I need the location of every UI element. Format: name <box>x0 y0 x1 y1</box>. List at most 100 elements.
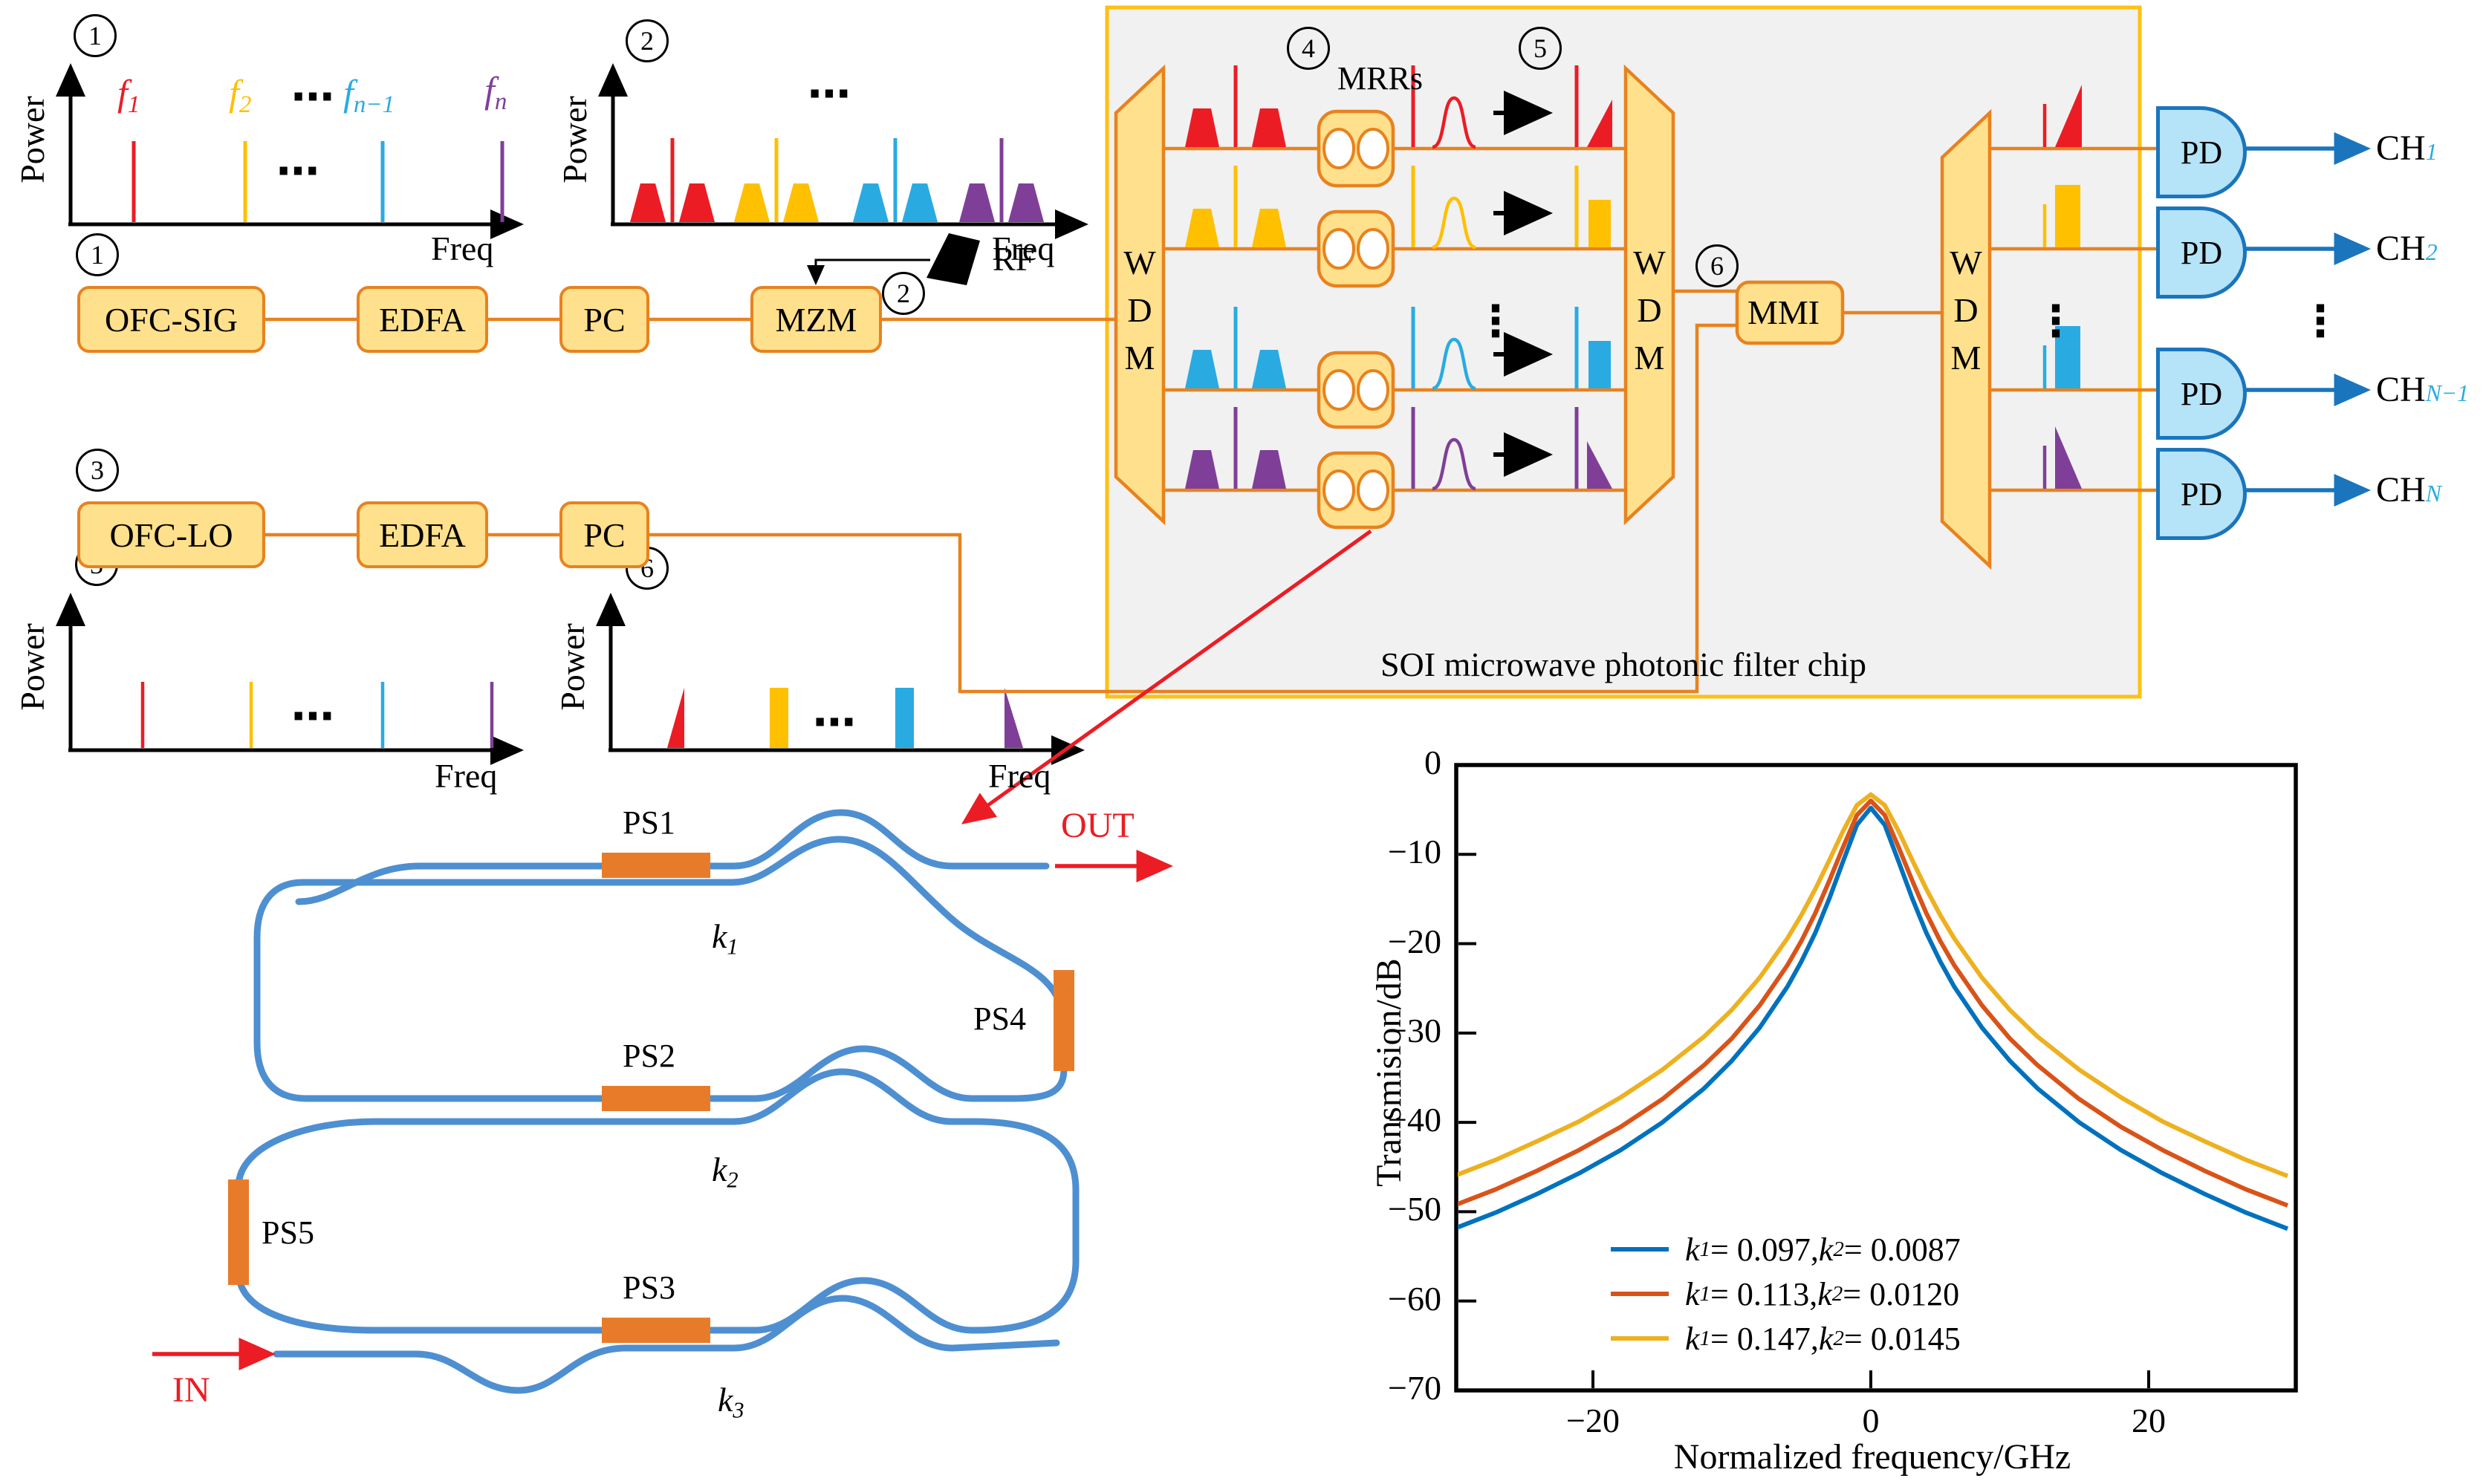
pd-4: PD <box>2156 448 2247 540</box>
edfa-box-1: EDFA <box>357 286 488 353</box>
legend-swatch-2 <box>1611 1292 1669 1296</box>
panel1-axes <box>56 63 524 239</box>
wdm-mux-2 <box>1623 64 1675 526</box>
panel6-power-label: Power <box>553 623 591 711</box>
chip-row-1-spectra <box>1185 65 1612 149</box>
y-tick-label: −60 <box>1388 1279 1441 1318</box>
mrr-ring-icon <box>1357 369 1389 411</box>
k1-label: k1 <box>712 917 739 960</box>
ellipsis-dots: ⋯ <box>813 697 856 747</box>
chn-1-label: CH N−1 <box>2376 370 2470 409</box>
panel6-axes <box>596 593 1085 765</box>
chip-row-4-spectra <box>1185 407 1612 491</box>
mrr-ring-icon <box>1322 128 1355 169</box>
ps1-heater <box>602 853 710 878</box>
chart-curve-3 <box>1458 792 2289 1179</box>
ofc-sig-box: OFC-SIG <box>77 286 265 353</box>
wdm-demux-1 <box>1114 64 1166 526</box>
y-tick-label: −50 <box>1388 1190 1441 1228</box>
mrr-zoom-arrow <box>961 529 1372 824</box>
pc-box-2: PC <box>559 501 649 568</box>
signal-path-lines <box>265 289 1942 694</box>
circled-3-icon: 3 <box>76 449 119 492</box>
ps2-label: PS2 <box>623 1038 675 1074</box>
k3-label: k3 <box>718 1381 744 1423</box>
fn-label: fn <box>484 69 507 116</box>
rf-label: RF <box>993 240 1035 278</box>
y-tick-label: 0 <box>1424 743 1441 781</box>
mmi-label: MMI <box>1747 293 1820 331</box>
ellipsis-dots: ⋯ <box>291 691 334 741</box>
rf-feed-arrow <box>807 258 930 285</box>
panel6-spectrum <box>667 688 1023 748</box>
panel2-axes <box>598 63 1088 239</box>
pd-input-spectra <box>2042 85 2082 489</box>
chart-curve-2 <box>1458 798 2289 1208</box>
f2-label: f2 <box>229 72 252 119</box>
pd-3: PD <box>2156 348 2247 440</box>
rf-antenna-icon <box>926 233 980 285</box>
y-tick-label: −20 <box>1388 922 1441 960</box>
circled-5-icon: 5 <box>1519 27 1562 70</box>
circled-1-icon: 1 <box>74 14 117 57</box>
mrr-ring-icon <box>1357 228 1389 270</box>
panel2-freq-label: Freq <box>992 230 1055 267</box>
circled-1-icon: 1 <box>76 233 119 276</box>
circled-2-icon: 2 <box>882 272 925 315</box>
ps5-label: PS5 <box>262 1214 314 1251</box>
f1-label: f1 <box>117 72 140 119</box>
chip-row-3-spectra <box>1185 307 1611 391</box>
y-tick-label: −10 <box>1388 833 1441 871</box>
mrr-ring-icon <box>1322 469 1355 511</box>
panel3-axes <box>56 593 524 765</box>
mrr-ring-icon <box>1357 469 1389 511</box>
ellipsis-dots: ⋯ <box>291 71 334 122</box>
mrrs-label: MRRs <box>1337 60 1423 97</box>
chart-plot-box <box>1454 763 2298 1393</box>
x-tick-label: 0 <box>1862 1402 1880 1439</box>
pd-1: PD <box>2156 106 2247 198</box>
ofc-lo-box: OFC-LO <box>77 501 265 568</box>
fn-1-label: fn−1 <box>343 72 395 119</box>
x-tick-label: −20 <box>1566 1402 1620 1439</box>
in-label: IN <box>172 1370 210 1410</box>
mrr-ring-icon <box>1322 228 1355 270</box>
panel3-comb-lines <box>140 682 494 748</box>
ps4-heater <box>1054 970 1074 1071</box>
vertical-ellipsis: ⋮ <box>2034 296 2077 346</box>
ps3-label: PS3 <box>623 1269 675 1306</box>
circled-4-icon: 4 <box>1287 27 1330 70</box>
legend-swatch-1 <box>1611 1247 1669 1252</box>
panel3-power-label: Power <box>13 623 51 711</box>
phase-shifters <box>228 853 1074 1343</box>
circled-2-icon: 2 <box>626 19 669 62</box>
panel1-power-label: Power <box>13 96 51 183</box>
mrr-schematic-waveguides <box>235 809 1080 1394</box>
channel-output-arrows <box>2241 132 2371 507</box>
ps1-label: PS1 <box>623 804 675 841</box>
ellipsis-dots: ⋯ <box>276 146 319 196</box>
mzm-box: MZM <box>750 286 882 353</box>
in-bus-waveguide <box>273 1295 1060 1394</box>
chart-curves <box>1458 792 2289 1231</box>
ring-2 <box>235 1068 1080 1334</box>
chip-caption: SOI microwave photonic filter chip <box>1380 645 1867 683</box>
panel1-freq-label: Freq <box>431 230 494 267</box>
ps3-heater <box>602 1318 710 1343</box>
out-label: OUT <box>1061 806 1135 845</box>
edfa-box-2: EDFA <box>357 501 488 568</box>
k2-label: k2 <box>712 1151 739 1193</box>
wdm-demux-3 <box>1940 108 1992 570</box>
mrr-ring-icon <box>1357 128 1389 169</box>
panel1-comb-lines <box>132 141 504 222</box>
ch2-label: CH 2 <box>2376 229 2438 268</box>
vertical-ellipsis: ⋮ <box>2299 296 2342 346</box>
chip-row-2-spectra <box>1185 166 1611 250</box>
x-tick-label: 20 <box>2132 1402 2166 1439</box>
